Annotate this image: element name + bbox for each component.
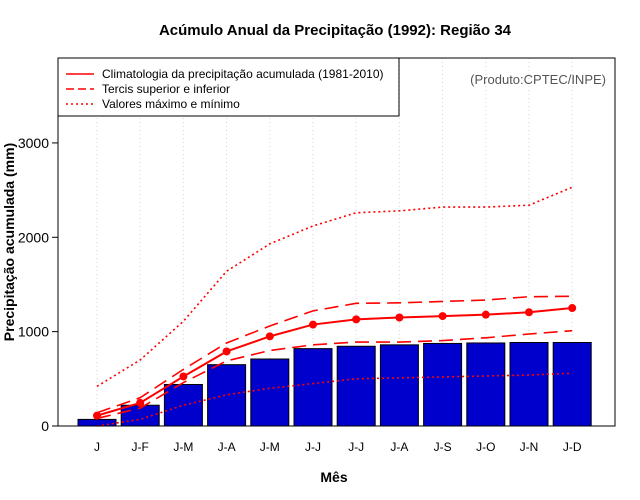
climatology-point	[309, 320, 317, 329]
bar	[163, 383, 203, 427]
bar	[423, 342, 463, 427]
extreme-line	[96, 186, 573, 388]
climatology-point	[481, 310, 490, 319]
bar	[336, 345, 376, 427]
bars	[77, 341, 592, 427]
bar	[379, 344, 419, 427]
climatology-line	[96, 307, 573, 417]
chart-title: Acúmulo Anual da Precipitação (1992): Re…	[159, 22, 512, 39]
extreme-line	[96, 372, 573, 427]
y-axis: 0 1000 2000 3000	[18, 135, 58, 434]
x-tick-label: J	[94, 440, 100, 454]
legend-label-extremes: Valores máximo e mínimo	[102, 97, 240, 111]
x-tick-label: J-N	[520, 440, 539, 454]
x-axis-title: Mês	[320, 469, 347, 485]
bar	[466, 342, 506, 427]
x-axis: J J-F J-M J-A J-M J-J J-J J-A J-S J-O J-N J-D	[94, 440, 582, 454]
climatology-point	[179, 372, 188, 381]
climatology-point	[222, 347, 231, 356]
climatology-point	[352, 315, 361, 324]
x-tick-label: J-M	[260, 440, 280, 454]
y-tick-label: 0	[41, 418, 49, 434]
climatology-point	[525, 308, 533, 317]
bar	[77, 418, 117, 427]
legend-label-climatology: Climatologia da precipitação acumulada (…	[102, 67, 384, 81]
x-tick-label: J-F	[132, 440, 149, 454]
x-tick-label: J-M	[173, 440, 193, 454]
x-tick-label: J-J	[305, 440, 321, 454]
climatology-point	[136, 398, 145, 407]
climatology-point	[568, 304, 577, 313]
x-tick-label: J-A	[390, 440, 408, 454]
x-tick-label: J-S	[434, 440, 452, 454]
bar	[552, 341, 592, 427]
climatology-point	[395, 313, 404, 322]
legend: Climatologia da precipitação acumulada (…	[57, 57, 400, 117]
x-tick-label: J-D	[563, 440, 582, 454]
bar	[293, 348, 333, 427]
lines	[93, 186, 577, 427]
x-tick-label: J-A	[218, 440, 236, 454]
grid	[96, 58, 573, 426]
tercile-line	[96, 329, 573, 420]
x-tick-label: J-O	[476, 440, 495, 454]
climatology-point	[265, 332, 274, 341]
y-tick-label: 3000	[18, 135, 49, 151]
y-axis-title: Precipitação acumulada (mm)	[1, 143, 17, 341]
bar	[250, 358, 290, 427]
source-note: (Produto:CPTEC/INPE)	[470, 72, 606, 87]
y-tick-label: 2000	[18, 229, 49, 245]
legend-box	[57, 57, 400, 117]
x-tick-label: J-J	[348, 440, 364, 454]
tercile-line	[96, 295, 573, 414]
legend-label-terciles: Tercis superior e inferior	[102, 82, 230, 96]
bar	[509, 341, 549, 427]
y-tick-label: 1000	[18, 324, 49, 340]
bar	[207, 364, 247, 427]
climatology-point	[438, 312, 447, 321]
